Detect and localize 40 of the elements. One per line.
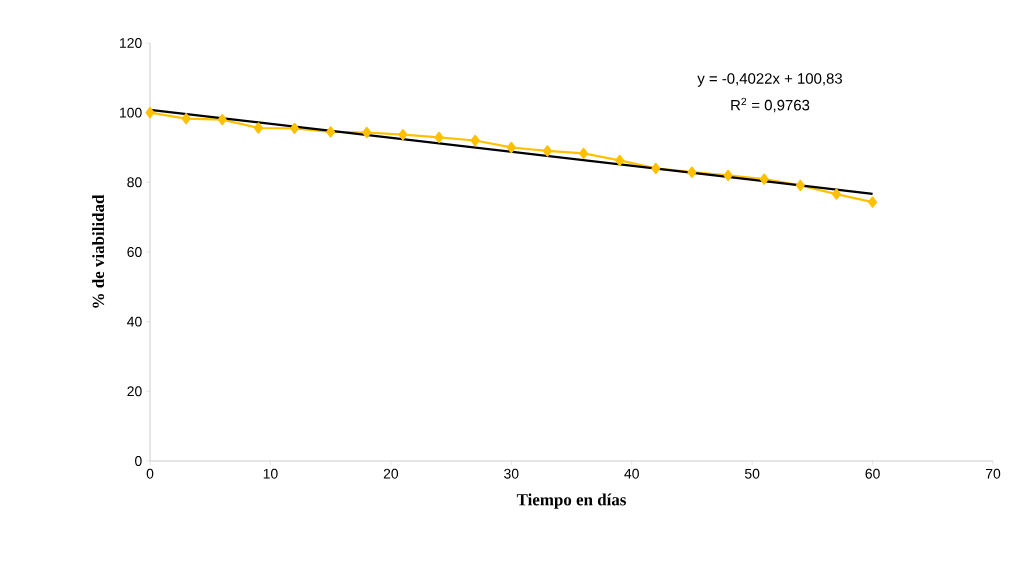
x-axis-title: Tiempo en días: [516, 493, 626, 509]
point: [795, 179, 805, 192]
x-tick-label: 0: [146, 468, 154, 479]
x-tick-label: 60: [865, 468, 880, 479]
point: [615, 154, 625, 166]
y-tick-label: 100: [120, 107, 142, 118]
point: [687, 166, 697, 178]
point: [398, 129, 408, 141]
point: [290, 122, 299, 134]
point: [145, 107, 155, 119]
point: [253, 122, 263, 134]
point: [759, 173, 769, 185]
point: [181, 112, 191, 125]
annotation: R$^{2}$ = 0,9763: [731, 97, 810, 113]
point: [506, 141, 516, 154]
y-tick-label: 120: [120, 38, 142, 48]
point: [651, 162, 661, 174]
point: [723, 169, 733, 181]
annotation: y = -0,4022x + 100,83: [697, 73, 843, 87]
y-tick-label: 20: [127, 386, 142, 397]
point: [542, 145, 552, 157]
x-tick-label: 70: [985, 468, 1001, 479]
x-tick-label: 30: [504, 468, 519, 479]
point: [362, 126, 372, 139]
point: [868, 196, 878, 208]
x-tick-label: 50: [744, 468, 760, 479]
y-tick-label: 0: [135, 456, 142, 466]
x-tick-label: 20: [383, 468, 399, 479]
point: [326, 126, 336, 138]
y-axis-title: % de viabilidad: [92, 194, 105, 308]
x-tick-label: 10: [263, 468, 278, 479]
point: [831, 188, 841, 200]
y-tick-label: 60: [127, 247, 142, 257]
point: [434, 131, 444, 143]
point: [217, 114, 227, 126]
point: [470, 134, 480, 147]
y-tick-label: 40: [127, 316, 142, 327]
point: [579, 147, 589, 159]
x-tick-label: 40: [624, 468, 639, 479]
y-tick-label: 80: [127, 177, 142, 188]
